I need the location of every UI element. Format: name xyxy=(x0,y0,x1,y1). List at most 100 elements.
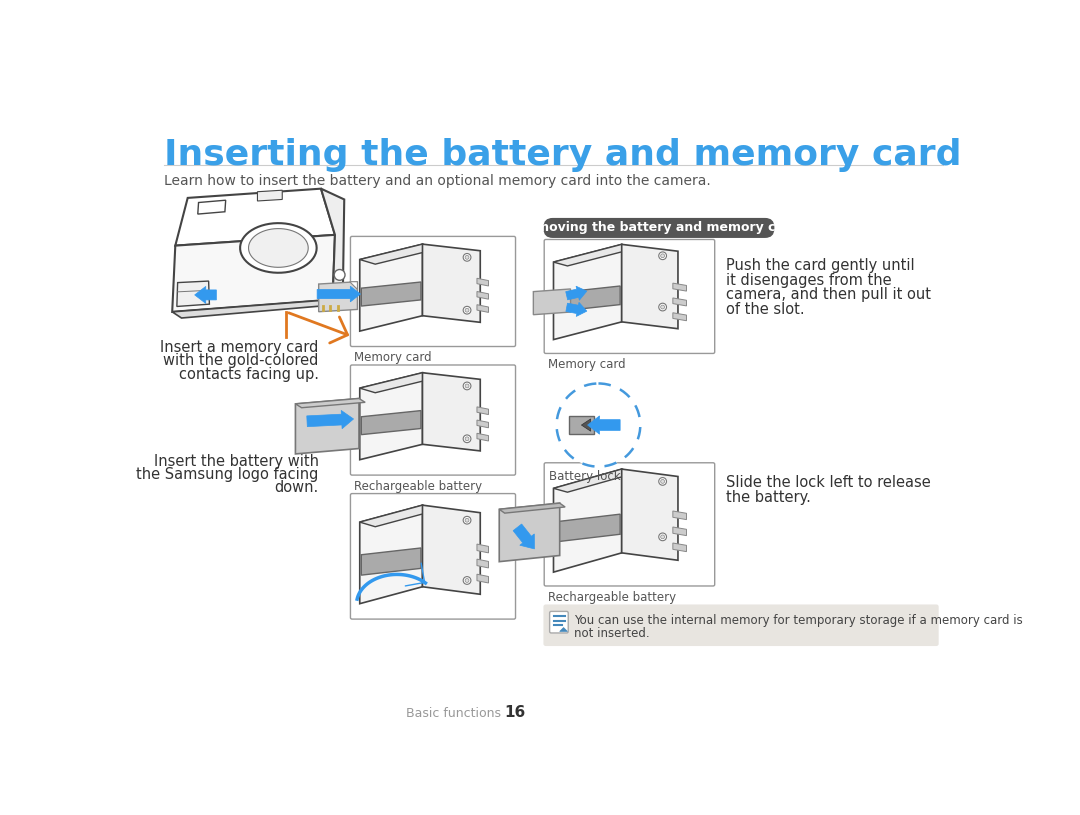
Polygon shape xyxy=(673,283,687,291)
Text: the Samsung logo facing: the Samsung logo facing xyxy=(136,467,319,482)
Polygon shape xyxy=(319,282,357,312)
Polygon shape xyxy=(360,372,438,393)
Text: Basic functions: Basic functions xyxy=(406,707,501,720)
Polygon shape xyxy=(673,527,687,535)
Circle shape xyxy=(463,253,471,261)
Polygon shape xyxy=(499,503,559,562)
Circle shape xyxy=(334,270,345,280)
Polygon shape xyxy=(622,469,678,560)
FancyBboxPatch shape xyxy=(543,218,774,238)
Text: Insert a memory card: Insert a memory card xyxy=(160,341,319,355)
Circle shape xyxy=(659,478,666,485)
Polygon shape xyxy=(554,244,622,340)
Text: 16: 16 xyxy=(504,705,526,720)
Text: Battery lock: Battery lock xyxy=(549,470,620,483)
Polygon shape xyxy=(673,543,687,552)
Polygon shape xyxy=(422,372,481,451)
Text: You can use the internal memory for temporary storage if a memory card is: You can use the internal memory for temp… xyxy=(575,615,1023,628)
Text: with the gold-colored: with the gold-colored xyxy=(163,354,319,368)
Polygon shape xyxy=(362,548,421,575)
Polygon shape xyxy=(555,514,620,542)
FancyBboxPatch shape xyxy=(543,605,939,646)
FancyBboxPatch shape xyxy=(544,463,715,586)
Text: Removing the battery and memory card: Removing the battery and memory card xyxy=(518,222,799,235)
Polygon shape xyxy=(360,505,422,604)
Polygon shape xyxy=(422,244,481,322)
Polygon shape xyxy=(559,628,567,632)
Circle shape xyxy=(463,382,471,390)
Polygon shape xyxy=(264,239,293,258)
Polygon shape xyxy=(513,524,535,549)
Polygon shape xyxy=(566,286,586,300)
Polygon shape xyxy=(198,200,226,214)
Text: Memory card: Memory card xyxy=(548,358,625,371)
Polygon shape xyxy=(318,286,361,302)
Text: Learn how to insert the battery and an optional memory card into the camera.: Learn how to insert the battery and an o… xyxy=(164,174,712,188)
Polygon shape xyxy=(477,559,488,568)
Circle shape xyxy=(463,435,471,443)
Circle shape xyxy=(463,577,471,584)
Polygon shape xyxy=(673,511,687,520)
Polygon shape xyxy=(555,286,620,311)
Text: the battery.: the battery. xyxy=(726,490,810,504)
Circle shape xyxy=(465,518,469,522)
Text: of the slot.: of the slot. xyxy=(726,302,805,317)
Polygon shape xyxy=(296,399,359,454)
Polygon shape xyxy=(321,188,345,304)
Polygon shape xyxy=(673,313,687,321)
Text: Memory card: Memory card xyxy=(354,351,432,364)
Circle shape xyxy=(465,384,469,388)
Circle shape xyxy=(659,533,666,540)
Circle shape xyxy=(463,306,471,314)
Circle shape xyxy=(661,535,664,539)
Polygon shape xyxy=(307,411,353,429)
Polygon shape xyxy=(175,188,335,245)
Polygon shape xyxy=(256,234,300,262)
Circle shape xyxy=(465,579,469,583)
Polygon shape xyxy=(477,575,488,583)
Polygon shape xyxy=(477,434,488,441)
Text: Rechargeable battery: Rechargeable battery xyxy=(354,480,483,493)
Text: camera, and then pull it out: camera, and then pull it out xyxy=(726,287,931,302)
Circle shape xyxy=(659,252,666,260)
Polygon shape xyxy=(240,223,316,273)
Circle shape xyxy=(463,517,471,524)
Polygon shape xyxy=(673,298,687,306)
FancyBboxPatch shape xyxy=(350,365,515,475)
Polygon shape xyxy=(360,372,422,460)
Circle shape xyxy=(661,305,664,309)
Text: not inserted.: not inserted. xyxy=(575,627,650,640)
Circle shape xyxy=(465,308,469,312)
Polygon shape xyxy=(257,190,282,201)
Circle shape xyxy=(661,253,664,258)
Polygon shape xyxy=(477,292,488,299)
Polygon shape xyxy=(172,300,342,318)
FancyBboxPatch shape xyxy=(550,611,568,633)
Polygon shape xyxy=(554,469,622,572)
Polygon shape xyxy=(569,416,594,434)
FancyBboxPatch shape xyxy=(350,236,515,346)
Polygon shape xyxy=(499,503,565,513)
Polygon shape xyxy=(477,278,488,286)
Polygon shape xyxy=(477,544,488,553)
Polygon shape xyxy=(360,244,422,331)
Text: Push the card gently until: Push the card gently until xyxy=(726,258,914,273)
Circle shape xyxy=(465,437,469,441)
Text: Insert the battery with: Insert the battery with xyxy=(153,453,319,469)
Polygon shape xyxy=(566,302,586,316)
Polygon shape xyxy=(534,289,570,315)
Polygon shape xyxy=(581,419,591,431)
Polygon shape xyxy=(194,286,216,303)
Polygon shape xyxy=(172,235,335,312)
Polygon shape xyxy=(296,399,365,408)
Text: Rechargeable battery: Rechargeable battery xyxy=(548,591,676,604)
Circle shape xyxy=(661,479,664,483)
Polygon shape xyxy=(362,282,421,306)
Circle shape xyxy=(465,255,469,259)
Text: contacts facing up.: contacts facing up. xyxy=(178,367,319,381)
Polygon shape xyxy=(477,420,488,428)
Circle shape xyxy=(337,287,342,293)
Circle shape xyxy=(556,384,640,467)
Text: down.: down. xyxy=(274,480,319,495)
Polygon shape xyxy=(477,305,488,312)
